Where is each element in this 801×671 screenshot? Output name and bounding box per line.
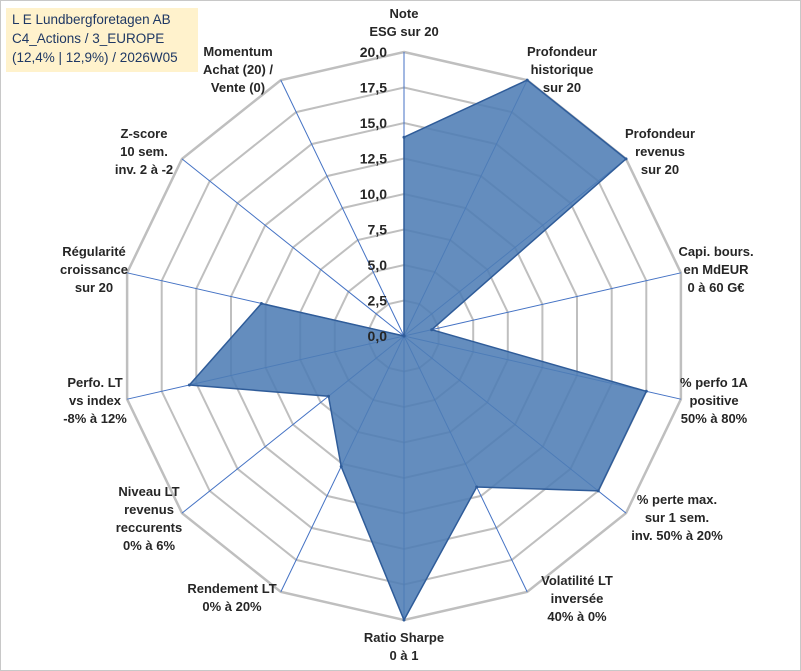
data-point-11 bbox=[187, 383, 191, 387]
data-point-9 bbox=[339, 465, 343, 468]
axis-label-3: Profondeur revenus sur 20 bbox=[625, 126, 695, 177]
tick-label-4: 10,0 bbox=[360, 186, 387, 202]
axis-label-11: Perfo. LT vs index -8% à 12% bbox=[63, 375, 127, 426]
axis-label-10: Niveau LT revenus reccurents 0% à 6% bbox=[116, 484, 182, 553]
axis-label-12: Régularité croissance sur 20 bbox=[60, 244, 128, 295]
axis-label-7: Volatilité LT inversée 40% à 0% bbox=[541, 573, 613, 624]
spoke-4 bbox=[403, 272, 682, 337]
tick-label-5: 12,5 bbox=[360, 151, 387, 167]
data-point-8 bbox=[402, 618, 406, 622]
axis-label-6: % perte max. sur 1 sem. inv. 50% à 20% bbox=[631, 492, 723, 543]
tick-label-7: 17,5 bbox=[360, 80, 387, 96]
series-area bbox=[187, 79, 648, 622]
tick-label-2: 5,0 bbox=[368, 257, 388, 273]
data-point-7 bbox=[475, 485, 479, 489]
tick-label-6: 15,0 bbox=[360, 115, 387, 131]
data-point-2 bbox=[525, 78, 529, 82]
axis-label-2: Profondeur historique sur 20 bbox=[527, 44, 597, 95]
data-point-3 bbox=[624, 157, 628, 161]
data-point-10 bbox=[327, 394, 330, 398]
axis-label-13: Z-score 10 sem. inv. 2 à -2 bbox=[115, 126, 173, 177]
chart-title-line-2: C4_Actions / 3_EUROPE bbox=[12, 31, 165, 46]
tick-label-0: 0,0 bbox=[368, 328, 388, 344]
axis-label-14: Momentum Achat (20) / Vente (0) bbox=[203, 44, 273, 95]
radar-series bbox=[187, 78, 648, 622]
data-point-6 bbox=[596, 489, 600, 493]
data-point-4 bbox=[430, 328, 434, 332]
radar-axis-labels: Note ESG sur 20 Profondeur historique sur 20… bbox=[60, 6, 754, 663]
spoke-13 bbox=[181, 158, 405, 337]
axis-label-9: Rendement LT 0% à 20% bbox=[187, 581, 276, 614]
data-point-12 bbox=[259, 302, 263, 305]
spoke-14 bbox=[280, 79, 405, 337]
data-point-14 bbox=[402, 334, 406, 338]
axis-label-5: % perfo 1A positive 50% à 80% bbox=[680, 375, 749, 426]
tick-label-8: 20,0 bbox=[360, 44, 387, 60]
axis-label-4: Capi. bours. en MdEUR 0 à 60 G€ bbox=[678, 244, 753, 295]
tick-label-3: 7,5 bbox=[368, 222, 388, 238]
chart-title-box: L E Lundbergforetagen AB C4_Actions / 3_… bbox=[6, 8, 198, 72]
data-point-5 bbox=[644, 389, 648, 393]
chart-title-line-3: (12,4% | 12,9%) / 2026W05 bbox=[12, 50, 178, 65]
axis-label-8: Ratio Sharpe 0 à 1 bbox=[364, 630, 444, 663]
chart-title-line-1: L E Lundbergforetagen AB bbox=[12, 12, 171, 27]
tick-label-1: 2,5 bbox=[368, 293, 388, 309]
data-point-1 bbox=[402, 135, 406, 139]
radar-tick-labels: 0,0 2,5 5,0 7,5 10,0 12,5 15,0 17,5 20,0 bbox=[360, 44, 387, 344]
axis-label-1: Note ESG sur 20 bbox=[369, 6, 438, 39]
